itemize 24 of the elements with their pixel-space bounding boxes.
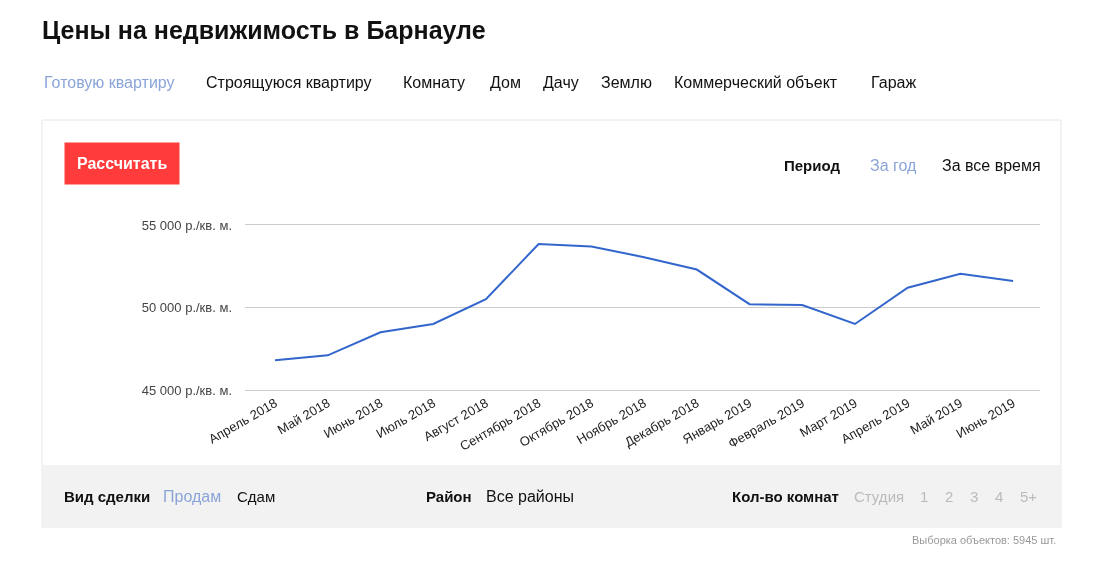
text: Готовую квартиру (44, 74, 175, 91)
text: Рассчитать (77, 155, 168, 172)
text: Кол-во комнат (732, 488, 839, 505)
text: Дом (490, 74, 521, 91)
text: Землю (601, 74, 652, 91)
text: Вид сделки (64, 488, 151, 505)
text: За все время (942, 157, 1041, 174)
text: Строящуюся квартиру (206, 74, 372, 91)
y-tick-label: 45 000 р./кв. м. (141, 382, 232, 398)
text: Гараж (871, 74, 917, 91)
chart-title: Цены на недвижимость в Барнауле (42, 15, 486, 44)
y-tick-label: 50 000 р./кв. м. (141, 300, 232, 316)
text: Продам (163, 488, 222, 505)
y-tick-label: 55 000 р./кв. м. (141, 217, 232, 233)
text: Выборка объектов: 5945 шт. (912, 534, 1057, 546)
text: Район (426, 488, 472, 505)
text: Комнату (403, 74, 466, 91)
text: Сдам (237, 488, 276, 505)
text: Все районы (486, 488, 574, 505)
line-series (274, 242, 1015, 362)
text: Дачу (543, 74, 579, 91)
text: Период (784, 157, 841, 174)
text: Коммерческий объект (674, 74, 838, 91)
text: За год (870, 157, 918, 174)
